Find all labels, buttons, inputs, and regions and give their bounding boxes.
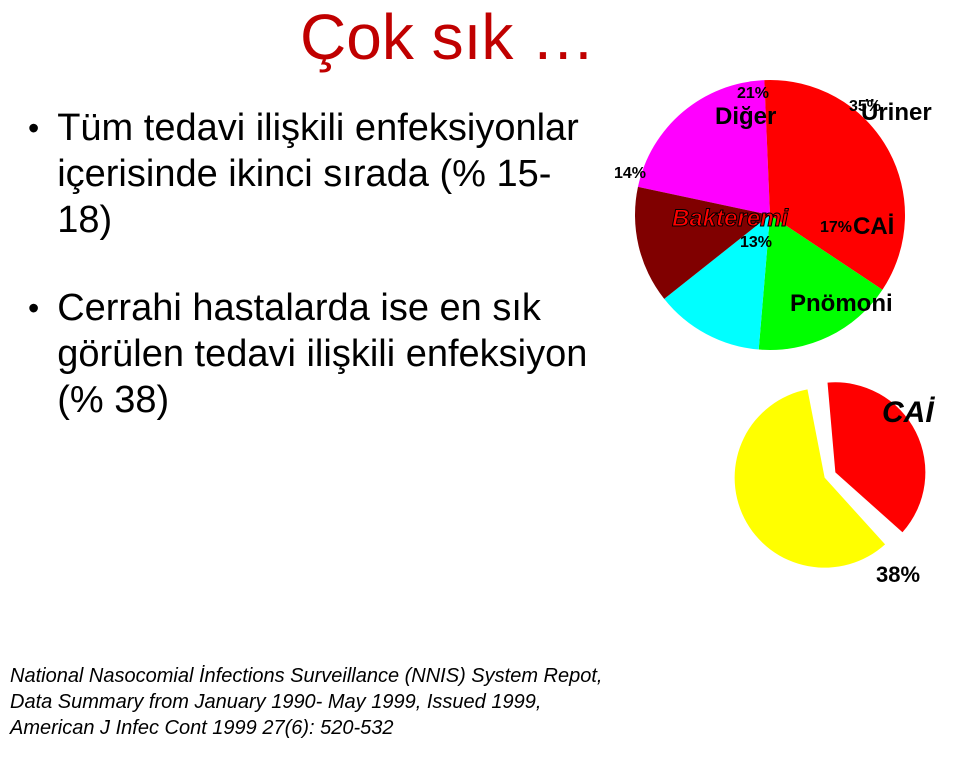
pie-chart-cai: CAİ 38% [0,0,960,761]
slide-root: Çok sık … • Tüm tedavi ilişkili enfeksiy… [0,0,960,761]
citation-line: National Nasocomial İnfections Surveilla… [10,663,602,689]
cai-pct-label: 38% [876,562,920,588]
citation-line: Data Summary from January 1990- May 1999… [10,689,602,715]
cai-label: CAİ [882,396,934,430]
citation-line: American J Infec Cont 1999 27(6): 520-53… [10,715,602,741]
pie-chart-cai-svg [0,0,960,761]
citation-block: National Nasocomial İnfections Surveilla… [10,663,602,741]
